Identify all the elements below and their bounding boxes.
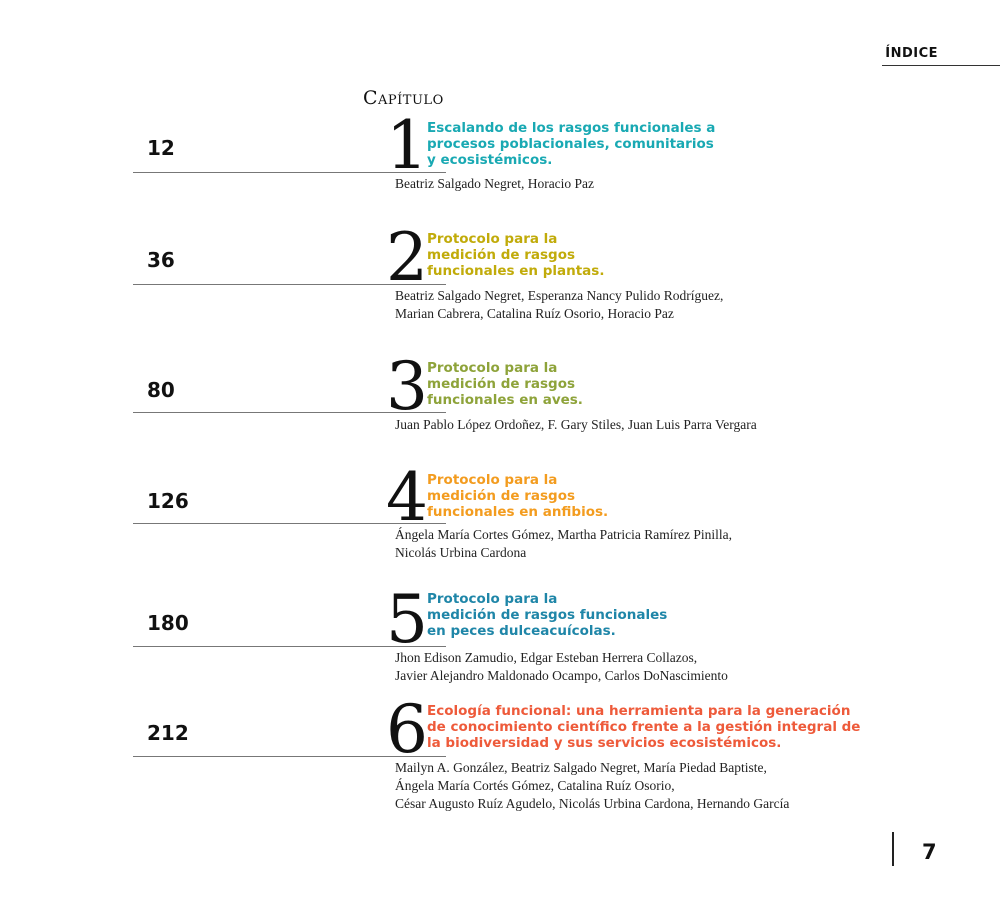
footer-bar [892, 832, 894, 866]
chapter-title-line: Protocolo para la [427, 231, 558, 247]
entry-rule [133, 523, 446, 524]
chapter-authors: Juan Pablo López Ordoñez, F. Gary Stiles… [395, 416, 757, 434]
entry-page-number: 212 [147, 721, 189, 745]
header-label: ÍNDICE [885, 46, 938, 61]
author-line: Javier Alejandro Maldonado Ocampo, Carlo… [395, 668, 728, 683]
chapter-title[interactable]: Protocolo para la medición de rasgos funci… [427, 360, 583, 408]
chapter-title[interactable]: Escalando de los rasgos funcionales a pro… [427, 120, 715, 168]
entry-page-number: 180 [147, 611, 189, 635]
chapter-title-line: Escalando de los rasgos funcionales a [427, 120, 716, 136]
chapter-title-line: funcionales en anfibios. [427, 504, 609, 520]
chapter-title-line: procesos poblacionales, comunitarios [427, 136, 714, 152]
entry-rule [133, 412, 446, 413]
chapter-authors: Beatriz Salgado Negret, Esperanza Nancy … [395, 287, 723, 323]
author-line: Nicolás Urbina Cardona [395, 545, 527, 560]
author-line: Mailyn A. González, Beatriz Salgado Negr… [395, 760, 767, 775]
author-line: Beatriz Salgado Negret, Esperanza Nancy … [395, 288, 724, 303]
chapter-number: 2 [386, 219, 428, 296]
chapter-title-line: medición de rasgos funcionales [427, 607, 668, 623]
chapter-title-line: medición de rasgos [427, 247, 576, 263]
entry-rule [133, 284, 446, 285]
chapter-authors: Mailyn A. González, Beatriz Salgado Negr… [395, 759, 789, 813]
chapter-number: 3 [386, 348, 428, 425]
chapter-title-line: en peces dulceacuícolas. [427, 623, 616, 639]
entry-rule [133, 646, 446, 647]
chapter-number: 5 [386, 581, 428, 658]
author-line: Marian Cabrera, Catalina Ruíz Osorio, Ho… [395, 306, 674, 321]
chapter-title-line: Protocolo para la [427, 360, 558, 376]
header-rule [882, 65, 1000, 66]
author-line: Juan Pablo López Ordoñez, F. Gary Stiles… [395, 417, 757, 432]
author-line: Jhon Edison Zamudio, Edgar Esteban Herre… [395, 650, 698, 665]
author-line: Ángela María Cortes Gómez, Martha Patric… [395, 527, 733, 542]
chapter-title-line: medición de rasgos [427, 488, 576, 504]
chapter-title-line: Ecología funcional: una herramienta para… [427, 703, 851, 719]
chapter-title-line: la biodiversidad y sus servicios ecosist… [427, 735, 782, 751]
chapter-title-line: funcionales en aves. [427, 392, 583, 408]
chapter-title-line: medición de rasgos [427, 376, 576, 392]
entry-page-number: 36 [147, 248, 175, 272]
chapter-authors: Ángela María Cortes Gómez, Martha Patric… [395, 526, 732, 562]
author-line: Ángela María Cortés Gómez, Catalina Ruíz… [395, 778, 675, 793]
entry-page-number: 80 [147, 378, 175, 402]
chapter-title[interactable]: Ecología funcional: una herramienta para… [427, 703, 860, 751]
footer-page-number: 7 [922, 840, 937, 864]
chapter-title[interactable]: Protocolo para la medición de rasgos func… [427, 591, 667, 639]
entry-page-number: 12 [147, 136, 175, 160]
chapter-number: 4 [386, 459, 428, 536]
entry-rule [133, 756, 446, 757]
chapter-authors: Jhon Edison Zamudio, Edgar Esteban Herre… [395, 649, 728, 685]
chapter-title-line: de conocimiento científico frente a la g… [427, 719, 861, 735]
author-line: Beatriz Salgado Negret, Horacio Paz [395, 176, 595, 191]
entry-page-number: 126 [147, 489, 189, 513]
entry-rule [133, 172, 446, 173]
chapter-title-line: Protocolo para la [427, 472, 558, 488]
author-line: César Augusto Ruíz Agudelo, Nicolás Urbi… [395, 796, 790, 811]
chapter-number: 1 [386, 107, 428, 184]
chapter-title-line: y ecosistémicos. [427, 152, 553, 168]
chapter-title-line: funcionales en plantas. [427, 263, 605, 279]
chapter-title[interactable]: Protocolo para la medición de rasgos funci… [427, 472, 608, 520]
chapter-title[interactable]: Protocolo para la medición de rasgos funci… [427, 231, 604, 279]
chapter-number: 6 [386, 691, 428, 768]
chapter-title-line: Protocolo para la [427, 591, 558, 607]
section-heading: Capítulo [363, 87, 444, 109]
chapter-authors: Beatriz Salgado Negret, Horacio Paz [395, 175, 594, 193]
